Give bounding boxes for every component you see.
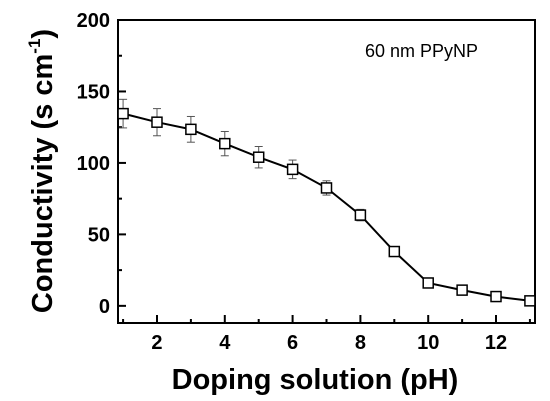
x-tick-label: 12 xyxy=(485,332,507,354)
data-point xyxy=(117,107,129,120)
y-axis-title-close: ) xyxy=(27,29,59,39)
data-point xyxy=(422,277,434,289)
series-line xyxy=(122,112,531,302)
x-tick-label: 4 xyxy=(219,332,231,354)
data-point xyxy=(286,163,299,176)
data-point xyxy=(456,284,468,296)
data-point xyxy=(185,123,197,136)
x-tick-label: 2 xyxy=(151,332,162,354)
y-tick-label: 0 xyxy=(99,296,110,318)
error-bars xyxy=(119,98,534,303)
data-point xyxy=(354,209,367,221)
y-axis: 0 50 100 150 200 xyxy=(77,10,126,318)
data-point xyxy=(320,182,333,194)
data-point xyxy=(151,116,163,128)
y-tick-label: 150 xyxy=(77,81,110,103)
y-tick-label: 50 xyxy=(88,224,110,246)
x-axis-title: Doping solution (pH) xyxy=(172,364,459,396)
data-point xyxy=(252,151,265,163)
y-tick-label: 200 xyxy=(77,10,110,32)
plot-frame xyxy=(117,19,536,324)
y-tick-label: 100 xyxy=(77,153,110,175)
annotation-label: 60 nm PPyNP xyxy=(365,41,478,61)
x-tick-label: 8 xyxy=(355,332,366,354)
y-axis-title-main: Conductivity (s cm xyxy=(27,54,59,313)
x-axis: 2 4 6 8 10 12 xyxy=(122,315,531,354)
y-axis-title-superscript: -1 xyxy=(25,39,44,54)
data-point xyxy=(219,137,231,150)
data-point xyxy=(524,295,536,307)
series-markers xyxy=(117,107,536,307)
data-point xyxy=(490,290,502,303)
y-axis-title: Conductivity (s cm-1) xyxy=(25,29,59,313)
x-tick-label: 6 xyxy=(287,332,298,354)
data-point xyxy=(388,245,401,258)
x-tick-label: 10 xyxy=(417,332,439,354)
